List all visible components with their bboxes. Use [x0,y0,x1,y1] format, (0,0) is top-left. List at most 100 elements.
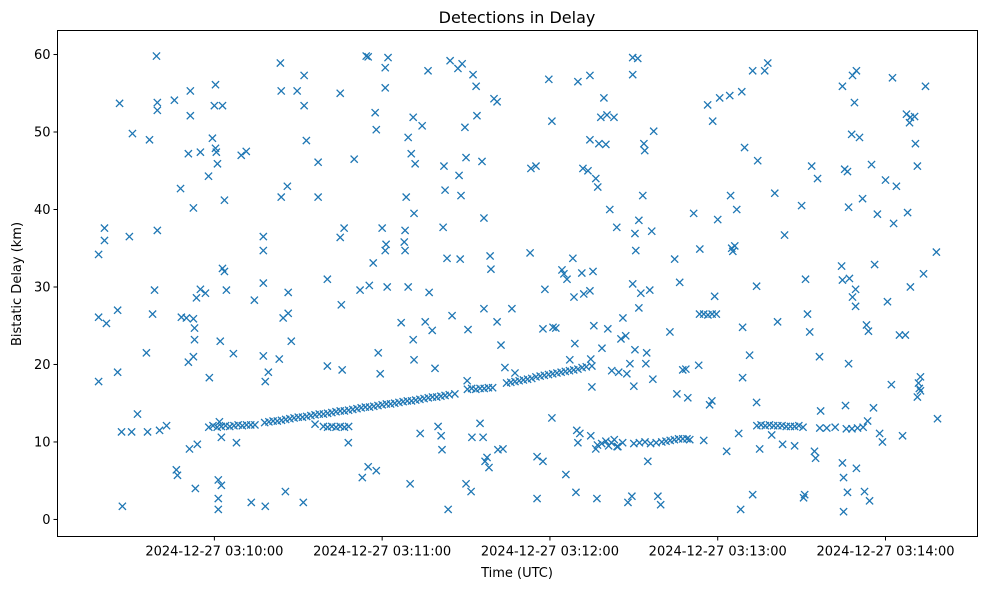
data-point [712,310,721,319]
data-point [790,441,799,450]
data-point [430,364,440,373]
data-point [196,148,205,157]
data-point [603,324,612,333]
data-point [870,260,879,269]
x-axis-ticks: 2024-12-27 03:10:00 2024-12-27 03:11:00 20… [145,536,955,560]
data-point [217,481,226,490]
data-point [875,429,884,438]
data-point [695,244,704,254]
data-point [428,326,437,335]
data-point [752,398,761,407]
data-point [710,292,719,301]
data-point [300,71,309,80]
data-point [493,97,502,106]
data-point [456,255,465,264]
data-point [213,159,222,168]
data-point [152,52,161,61]
data-point [647,227,656,236]
data-point [780,231,789,240]
data-point [372,466,381,475]
data-point [446,56,455,65]
data-point [732,205,741,214]
data-point [672,389,681,398]
data-point [293,86,302,96]
data-point [284,288,293,297]
data-point [585,286,594,295]
data-point [898,431,907,440]
data-point [628,279,637,288]
data-point [461,153,471,162]
data-point [376,369,385,378]
data-point [844,203,853,212]
data-point [450,389,459,398]
data-point [276,58,285,68]
data-point [571,488,581,497]
data-point [364,462,373,471]
data-point [364,52,373,61]
data-point [748,66,757,75]
data-point [588,267,598,276]
data-point [148,310,157,319]
data-point [858,194,867,203]
data-point [852,66,861,75]
data-point [838,82,847,91]
data-point [94,313,103,322]
data-point [933,414,942,423]
data-point [259,232,268,241]
data-point [707,396,716,405]
data-point [186,86,195,96]
data-point [145,135,154,144]
data-point [557,265,567,274]
data-point [458,59,467,68]
data-point [599,93,608,102]
data-point [214,505,223,514]
data-point [454,171,464,180]
data-point [383,282,392,292]
data-point [638,191,647,200]
data-point [439,223,448,232]
data-point [591,174,600,183]
data-point [889,219,898,228]
data-point [218,101,227,110]
data-point [374,348,383,357]
data-point [881,175,890,185]
data-point [217,433,226,442]
data-point [475,419,485,428]
data-point [594,139,603,148]
data-point [579,289,588,299]
data-point [915,384,924,393]
data-point [916,372,925,381]
data-point [614,368,623,377]
data-point [369,258,378,268]
data-point [214,475,223,484]
data-point [125,232,134,241]
data-point [365,281,374,290]
data-point [864,327,873,336]
data-point [592,494,601,503]
data-point [204,172,213,181]
y-tick-label: 60 [34,48,51,63]
data-point [463,325,473,334]
data-point [568,254,577,263]
x-axis-label: Time (UTC) [480,566,553,581]
data-point [437,445,447,454]
data-point [561,470,570,479]
data-point [211,80,220,89]
data-point [932,248,941,257]
data-point [378,224,387,233]
data-point [895,330,904,340]
data-point [607,366,616,375]
data-point [708,117,717,126]
data-point [811,454,820,463]
data-point [798,423,808,432]
data-point [170,96,179,105]
data-point [425,288,434,297]
data-point [448,311,457,320]
data-point [323,361,332,371]
data-point [220,267,229,276]
data-point [344,438,353,447]
data-point [681,365,690,374]
data-point [488,383,497,392]
data-point [437,431,446,440]
data-point [193,440,202,449]
